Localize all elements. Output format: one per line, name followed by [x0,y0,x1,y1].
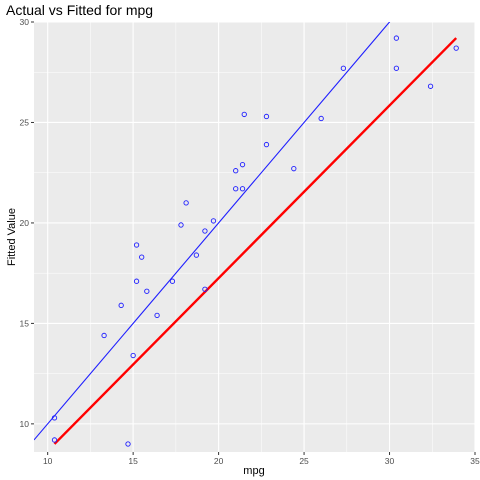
data-point-9 [144,288,150,294]
data-point-30 [427,83,434,89]
grid-major [34,21,476,452]
y-tick-label-1: 15 [20,318,30,328]
data-point-14 [193,252,200,258]
identity-line [34,22,391,441]
data-point-27 [340,65,347,71]
x-tick-label-5: 35 [470,456,480,466]
x-tick-label-4: 30 [385,456,395,466]
data-point-1 [51,437,58,443]
data-point-17 [210,218,217,224]
data-point-15 [202,228,208,234]
data-point-4 [125,441,131,447]
y-tick-label-3: 25 [20,117,30,127]
data-point-7 [133,278,140,284]
data-point-18 [233,168,239,174]
data-point-25 [291,166,297,172]
data-point-11 [169,278,176,284]
data-point-2 [101,332,107,339]
data-point-22 [241,111,247,118]
data-point-0 [51,415,58,421]
x-tick-label-0: 10 [43,456,53,466]
data-point-16 [202,286,208,292]
y-tick-label-0: 10 [20,419,30,429]
data-point-13 [183,200,189,206]
x-tick-label-3: 25 [299,456,309,466]
data-point-31 [453,45,459,51]
data-point-23 [263,113,270,120]
data-point-6 [133,242,140,248]
fit-line [53,37,458,445]
data-layer [34,22,459,447]
data-point-8 [139,254,145,260]
data-point-24 [263,141,270,148]
data-point-20 [239,162,246,168]
data-point-19 [233,186,239,192]
y-tick-label-2: 20 [20,218,30,228]
y-axis-ticks: 10 15 20 25 30 [20,17,34,429]
data-point-21 [239,186,246,192]
data-point-28 [393,35,400,41]
data-point-3 [118,302,124,308]
x-axis-label: mpg [243,465,264,477]
y-tick-label-4: 30 [20,17,30,27]
data-point-26 [318,115,324,122]
data-point-5 [130,352,136,359]
chart-title: Actual vs Fitted for mpg [6,2,153,18]
x-tick-label-2: 20 [214,456,224,466]
grid-minor [34,22,475,452]
data-point-29 [393,65,400,71]
x-tick-label-1: 15 [128,456,138,466]
data-point-12 [178,222,184,228]
data-point-10 [154,312,160,319]
y-axis-label: Fitted Value [6,208,18,266]
x-axis-ticks: 10 15 20 25 30 35 [43,452,480,466]
